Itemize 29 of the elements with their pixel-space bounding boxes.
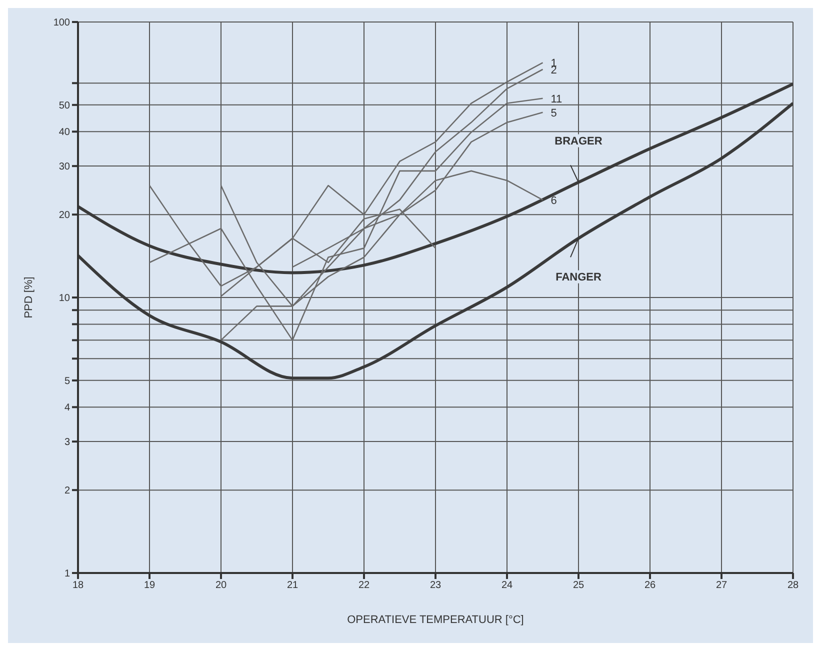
- x-tick-label: 24: [501, 580, 513, 592]
- series-label: FANGER: [556, 271, 602, 284]
- y-tick-label: 40: [58, 127, 70, 138]
- y-tick-label: 20: [58, 210, 70, 222]
- y-tick-label: 4: [64, 402, 70, 414]
- x-tick-label: 25: [572, 580, 584, 592]
- x-axis-title: OPERATIEVE TEMPERATUUR [°C]: [347, 614, 524, 626]
- y-tick-label: 3: [64, 437, 70, 448]
- y-tick-label: 2: [64, 486, 70, 497]
- y-tick-label: 5: [64, 376, 70, 387]
- y-tick-label: 30: [58, 162, 70, 173]
- y-tick-label: 10: [58, 293, 70, 304]
- series-label: 5: [550, 107, 557, 120]
- series-label: BRAGER: [554, 135, 602, 148]
- x-tick-label: 27: [716, 580, 728, 592]
- x-tick-label: 21: [286, 580, 298, 592]
- x-tick-label: 28: [787, 580, 799, 592]
- x-tick-label: 26: [644, 580, 656, 592]
- series-label: 11: [550, 93, 562, 106]
- x-tick-label: 23: [430, 580, 442, 592]
- x-tick-label: 20: [215, 580, 227, 592]
- x-tick-label: 18: [72, 580, 84, 592]
- y-axis-title: PPD [%]: [22, 276, 35, 318]
- y-tick-label: 100: [53, 18, 70, 29]
- series-label: 6: [550, 194, 557, 207]
- x-tick-label: 22: [358, 580, 370, 592]
- y-tick-label: 50: [58, 100, 70, 112]
- y-tick-label: 1: [64, 568, 70, 580]
- x-tick-label: 19: [144, 580, 156, 592]
